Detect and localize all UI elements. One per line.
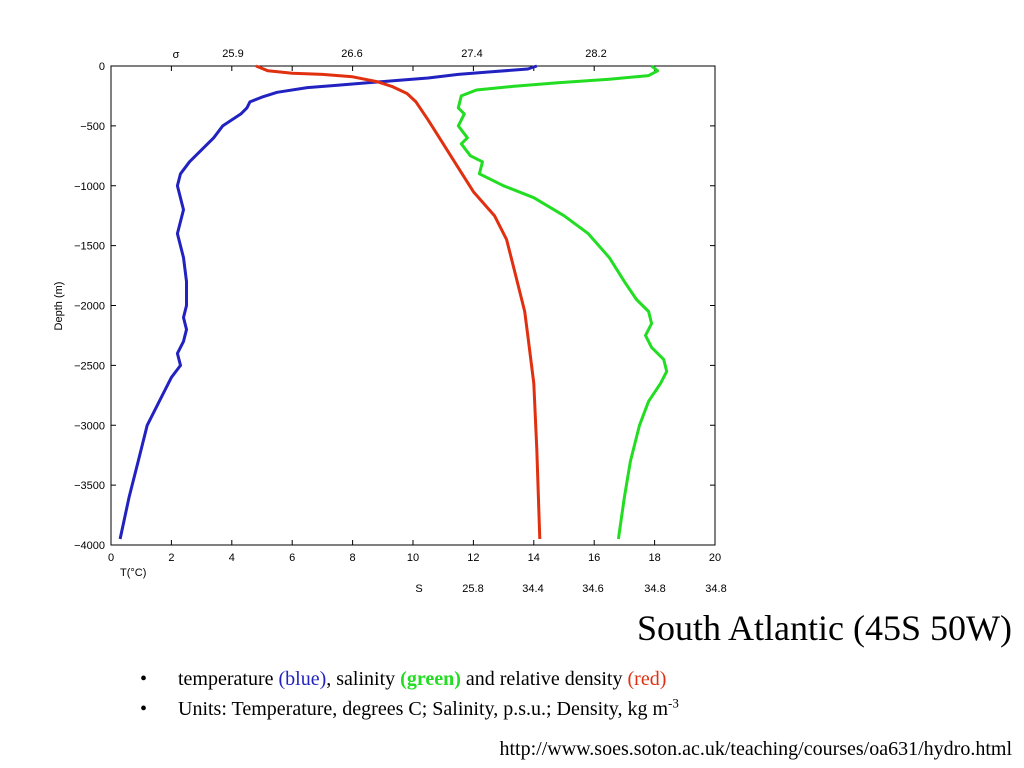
- profile-lines: [118, 64, 669, 540]
- salinity-tick-label: 34.4: [522, 583, 543, 595]
- bullet-text-temperature: temperature: [178, 668, 279, 690]
- y-tick-label: −4000: [74, 540, 105, 552]
- x-tick-label: 20: [709, 552, 721, 564]
- sigma-tick-label: 27.4: [461, 48, 482, 60]
- bullet-list: • temperature (blue), salinity (green) a…: [140, 664, 1000, 724]
- units-superscript: -3: [668, 695, 679, 711]
- x-tick-label: 6: [289, 552, 295, 564]
- bullet-dot: •: [140, 668, 148, 690]
- sigma-tick-label: 25.9: [222, 48, 243, 60]
- x-tick-label: 18: [648, 552, 660, 564]
- ocean-profile-chart: 0 −500 −1000 −1500 −2000 −2500 −3000 −3500 −4000…: [53, 48, 727, 595]
- y-tick-label: −3500: [74, 480, 105, 492]
- sigma-tick-label: 26.6: [341, 48, 362, 60]
- source-url[interactable]: http://www.soes.soton.ac.uk/teaching/cou…: [499, 738, 1012, 760]
- units-text: Units: Temperature, degrees C; Salinity,…: [178, 698, 669, 720]
- salinity-axis-ticks: 25.8 34.4 34.6 34.8 34.8: [462, 583, 726, 595]
- temperature-line: [118, 64, 538, 540]
- x-tick-label: 12: [467, 552, 479, 564]
- x-tick-label: 10: [407, 552, 419, 564]
- bullet-variables: • temperature (blue), salinity (green) a…: [140, 664, 1000, 694]
- salinity-tick-label: 34.8: [644, 583, 665, 595]
- temperature-axis-label: T(°C): [120, 567, 146, 579]
- bullet-text-density: and relative density: [460, 668, 628, 690]
- sigma-axis-label: σ: [173, 49, 180, 61]
- temperature-axis-ticks: 0 2 4 6 8 10 12 14 16 18 20: [108, 66, 721, 564]
- depth-axis-ticks: 0 −500 −1000 −1500 −2000 −2500 −3000 −3500 −4000: [74, 61, 715, 552]
- y-tick-label: −1500: [74, 241, 105, 253]
- legend-red: (red): [627, 668, 667, 690]
- y-tick-label: −2000: [74, 301, 105, 313]
- salinity-tick-label: 34.6: [582, 583, 603, 595]
- plot-frame: [110, 65, 716, 546]
- x-tick-label: 0: [108, 552, 114, 564]
- bullet-units: • Units: Temperature, degrees C; Salinit…: [140, 694, 1000, 724]
- legend-blue: (blue): [278, 668, 327, 690]
- x-tick-label: 16: [588, 552, 600, 564]
- slide-title: South Atlantic (45S 50W): [637, 608, 1012, 648]
- y-tick-label: −2500: [74, 360, 105, 372]
- x-tick-label: 4: [229, 552, 235, 564]
- y-tick-label: −3000: [74, 420, 105, 432]
- sigma-tick-label: 28.2: [585, 48, 606, 60]
- salinity-line: [456, 64, 669, 540]
- salinity-tick-label: 34.8: [705, 583, 726, 595]
- y-tick-label: −500: [80, 121, 105, 133]
- x-tick-label: 2: [168, 552, 174, 564]
- y-tick-label: −1000: [74, 181, 105, 193]
- bullet-text-salinity: , salinity: [326, 668, 401, 690]
- depth-axis-label: Depth (m): [53, 282, 65, 331]
- density-axis-ticks: 25.9 26.6 27.4 28.2: [222, 48, 606, 60]
- x-tick-label: 8: [350, 552, 356, 564]
- density-line: [255, 64, 542, 540]
- legend-green: (green): [400, 668, 461, 690]
- bullet-dot: •: [140, 698, 148, 720]
- salinity-tick-label: 25.8: [462, 583, 483, 595]
- y-tick-label: 0: [99, 61, 105, 73]
- salinity-axis-label: S: [415, 583, 422, 595]
- x-tick-label: 14: [528, 552, 540, 564]
